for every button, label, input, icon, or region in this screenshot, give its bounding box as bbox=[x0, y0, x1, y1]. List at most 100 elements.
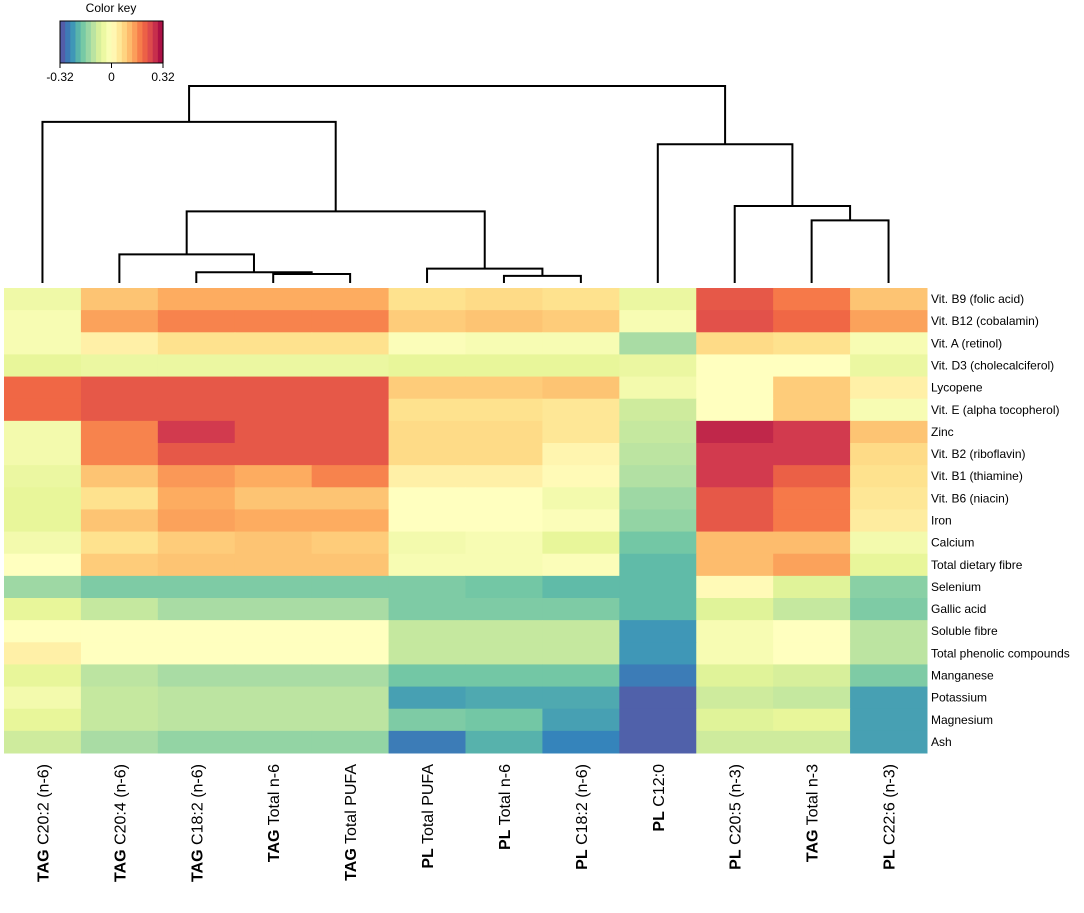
color-key-swatch bbox=[111, 21, 118, 63]
heatmap-cell bbox=[542, 553, 620, 577]
heatmap-cell bbox=[619, 620, 697, 643]
column-label-prefix: PL bbox=[728, 849, 745, 870]
heatmap-cell bbox=[542, 730, 620, 754]
heatmap-cell bbox=[157, 509, 236, 533]
column-label-text: Total PUFA bbox=[343, 764, 360, 849]
heatmap-cell bbox=[157, 575, 236, 599]
row-label: Calcium bbox=[931, 536, 974, 550]
heatmap-cell bbox=[311, 620, 390, 643]
heatmap-cell bbox=[465, 398, 543, 422]
heatmap-cell bbox=[542, 332, 620, 355]
heatmap-cell bbox=[80, 376, 159, 400]
heatmap-cell bbox=[388, 376, 466, 400]
heatmap-cell bbox=[80, 509, 159, 533]
heatmap-cell bbox=[465, 310, 543, 333]
heatmap-cell bbox=[4, 730, 82, 754]
heatmap-cell bbox=[542, 509, 620, 533]
heatmap-cell bbox=[696, 575, 774, 599]
heatmap-cell bbox=[388, 553, 466, 577]
heatmap-cell bbox=[619, 310, 697, 333]
heatmap-cell bbox=[542, 575, 620, 599]
heatmap-cell bbox=[388, 509, 466, 533]
heatmap-cell bbox=[773, 310, 851, 333]
row-label: Magnesium bbox=[931, 713, 993, 727]
heatmap-cell bbox=[465, 598, 543, 621]
heatmap-cell bbox=[850, 288, 928, 311]
heatmap-cell bbox=[234, 509, 313, 533]
heatmap-cell bbox=[80, 730, 159, 754]
heatmap-cell bbox=[388, 531, 466, 555]
heatmap-cell bbox=[850, 642, 928, 665]
heatmap-cell bbox=[311, 553, 390, 577]
heatmap-cell bbox=[619, 686, 697, 710]
heatmap-cell bbox=[696, 487, 774, 510]
heatmap-cell bbox=[619, 509, 697, 533]
heatmap-cell bbox=[696, 642, 774, 665]
row-label: Vit. E (alpha tocopherol) bbox=[931, 403, 1060, 417]
heatmap-cell bbox=[542, 443, 620, 466]
column-label-text: C22:6 (n-3) bbox=[882, 764, 899, 849]
heatmap-cell bbox=[465, 332, 543, 355]
heatmap-cell bbox=[80, 664, 159, 688]
column-label: TAG Total n-3 bbox=[805, 764, 822, 862]
heatmap-cell bbox=[773, 288, 851, 311]
color-key: Color key -0.32 0 0.32 bbox=[46, 1, 175, 84]
heatmap-cell bbox=[157, 398, 236, 422]
heatmap-cell bbox=[773, 332, 851, 355]
heatmap-cell bbox=[234, 420, 313, 444]
heatmap-cell bbox=[157, 288, 236, 311]
heatmap-cell bbox=[542, 310, 620, 333]
heatmap-cell bbox=[388, 664, 466, 688]
dendrogram-branch bbox=[733, 204, 852, 283]
heatmap-cell bbox=[465, 708, 543, 732]
column-labels: TAG C20:2 (n-6)TAG C20:4 (n-6)TAG C18:2 … bbox=[35, 764, 898, 882]
heatmap-cell bbox=[619, 398, 697, 422]
heatmap-cell bbox=[234, 575, 313, 599]
row-label: Vit. B12 (cobalamin) bbox=[931, 314, 1039, 328]
heatmap-cell bbox=[619, 598, 697, 621]
row-label: Soluble fibre bbox=[931, 624, 998, 638]
column-label-text: C12:0 bbox=[651, 764, 668, 811]
color-key-tick-label: 0.32 bbox=[151, 70, 175, 84]
heatmap-cell bbox=[234, 288, 313, 311]
color-key-swatch bbox=[137, 21, 143, 63]
heatmap-cell bbox=[157, 598, 236, 621]
heatmap-cell bbox=[773, 598, 851, 621]
column-label-prefix: TAG bbox=[343, 848, 360, 881]
heatmap-cell bbox=[696, 443, 774, 466]
heatmap-cell bbox=[696, 376, 774, 400]
heatmap-cell bbox=[234, 686, 313, 710]
heatmap-cell bbox=[311, 664, 390, 688]
heatmap-cell bbox=[619, 531, 697, 555]
heatmap-cell bbox=[696, 686, 774, 710]
heatmap-cell bbox=[850, 664, 928, 688]
heatmap-cell bbox=[311, 642, 390, 665]
color-key-swatch bbox=[70, 21, 77, 63]
heatmap-cell bbox=[542, 531, 620, 555]
heatmap-cell bbox=[773, 620, 851, 643]
heatmap-cell bbox=[773, 376, 851, 400]
heatmap-cell bbox=[465, 288, 543, 311]
heatmap-cell bbox=[696, 420, 774, 444]
heatmap-cell bbox=[311, 310, 390, 333]
color-key-swatch bbox=[65, 21, 71, 63]
heatmap-cell bbox=[311, 288, 390, 311]
heatmap-cell bbox=[850, 509, 928, 533]
color-key-swatch bbox=[96, 21, 102, 63]
heatmap-cell bbox=[234, 376, 313, 400]
heatmap-cell bbox=[80, 487, 159, 510]
heatmap-cell bbox=[619, 288, 697, 311]
row-label: Ash bbox=[931, 735, 952, 749]
heatmap-cell bbox=[157, 553, 236, 577]
heatmap-cell bbox=[388, 487, 466, 510]
heatmap-cell bbox=[619, 354, 697, 378]
heatmap-cell bbox=[773, 686, 851, 710]
color-key-tick-label: 0 bbox=[108, 70, 115, 84]
heatmap-cell bbox=[696, 398, 774, 422]
column-label-prefix: PL bbox=[497, 829, 514, 850]
color-key-swatch bbox=[157, 21, 164, 63]
heatmap-cell bbox=[465, 443, 543, 466]
heatmap-cell bbox=[311, 509, 390, 533]
heatmap-cell bbox=[4, 310, 82, 333]
color-key-swatch bbox=[126, 21, 133, 63]
